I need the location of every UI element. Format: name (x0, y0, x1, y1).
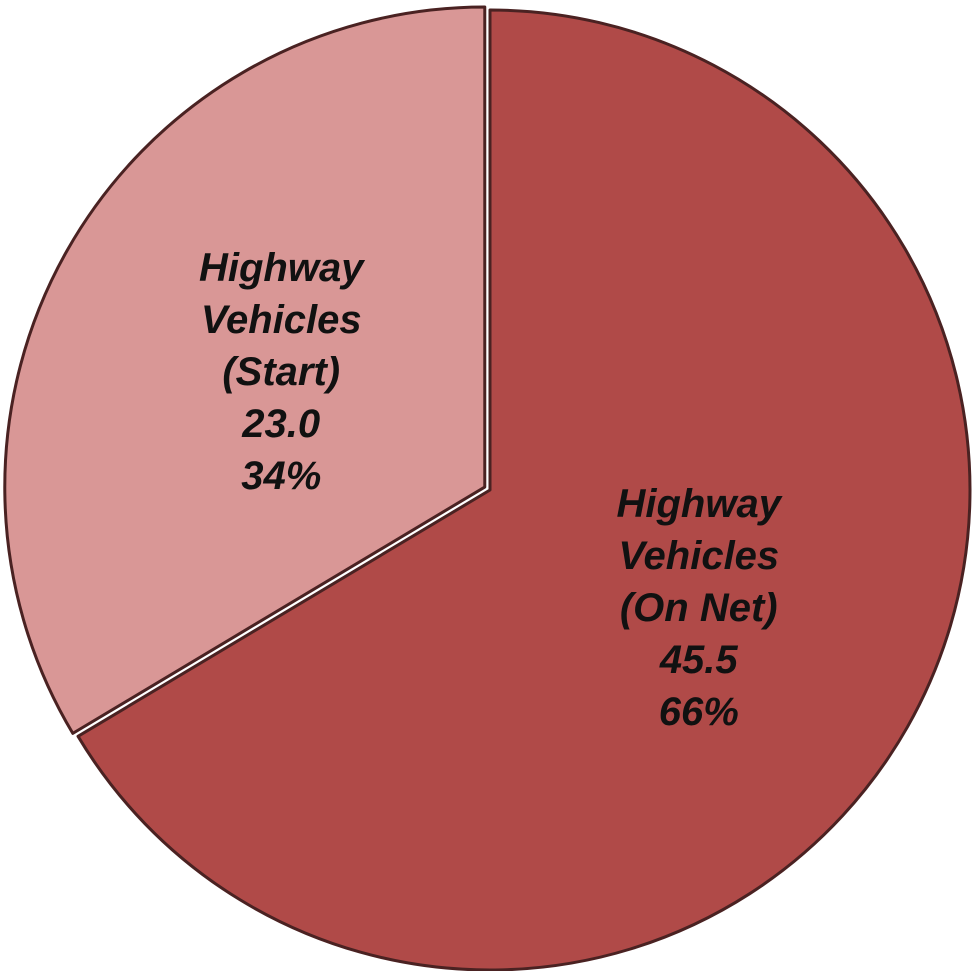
slice-name: Highway Vehicles (On Net) (616, 482, 781, 631)
pie-slice (76, 8, 972, 971)
slice-label: Highway Vehicles (Start) 23.0 34% (161, 242, 401, 502)
slice-value: 45.5 (659, 638, 738, 683)
slice-percent: 66% (658, 690, 739, 735)
slice-label: Highway Vehicles (On Net) 45.5 66% (579, 478, 819, 738)
slice-percent: 34% (241, 453, 322, 498)
pie-slice (3, 5, 487, 735)
slice-value: 23.0 (242, 401, 321, 446)
slice-name: Highway Vehicles (Start) (198, 245, 364, 394)
